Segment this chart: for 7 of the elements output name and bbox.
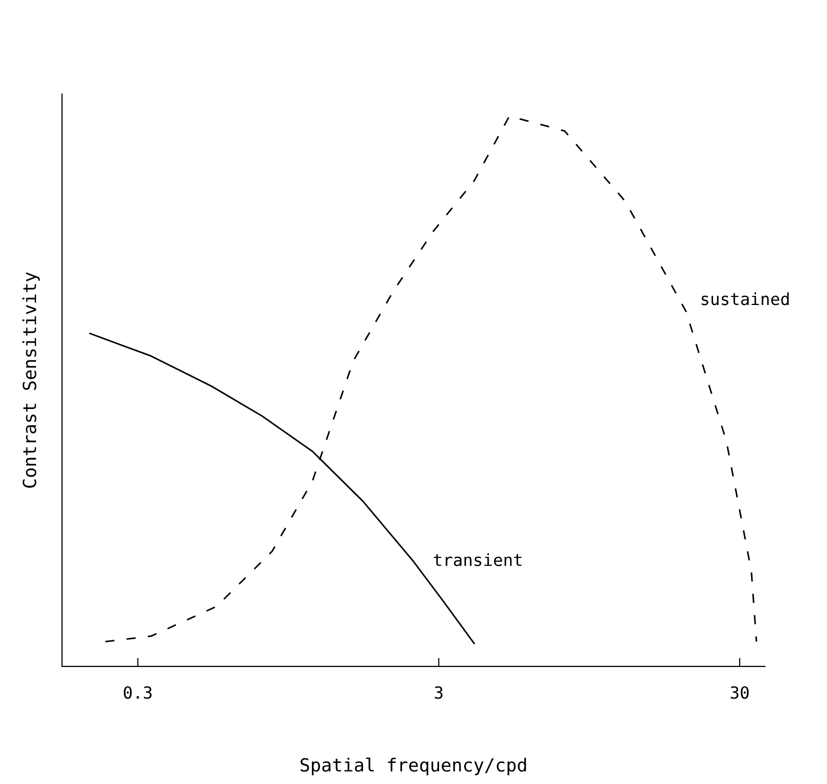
series-label: transient xyxy=(434,553,522,566)
y-axis-title: Contrast Sensitivity xyxy=(22,272,40,488)
x-tick-label: 0.3 xyxy=(124,686,152,699)
series-label: sustained xyxy=(702,292,789,306)
x-axis-title: Spatial frequency/cpd xyxy=(300,758,526,776)
x-tick-label: 3 xyxy=(434,686,443,699)
x-tick-label: 30 xyxy=(730,686,749,699)
